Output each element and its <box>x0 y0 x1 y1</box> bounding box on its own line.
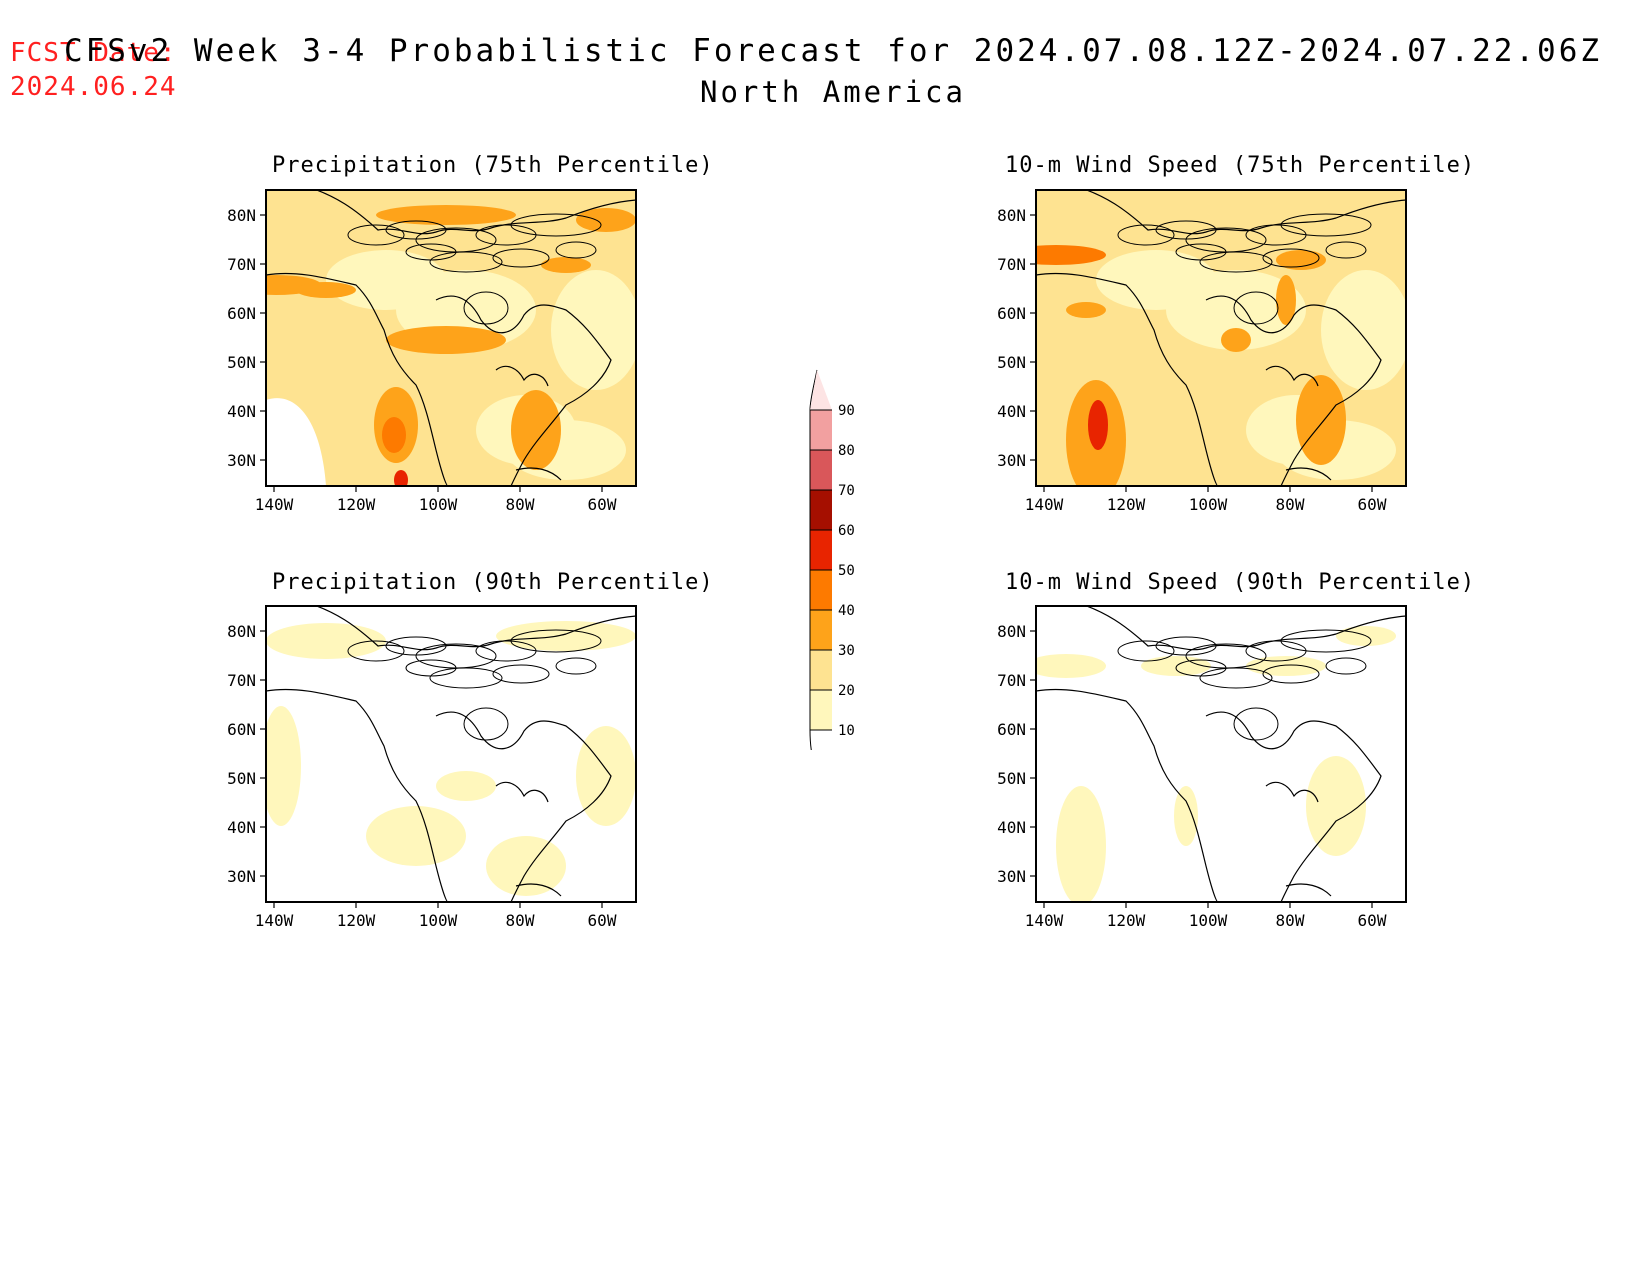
colorbar-level-label: 60 <box>838 523 855 539</box>
lon-tick-label: 120W <box>1107 911 1146 930</box>
lat-tick-label: 40N <box>997 818 1026 837</box>
colorbar-level-label: 80 <box>838 443 855 459</box>
map-wind-75: 80N 70N 60N 50N 40N 30N 140W 120W 100W 80W 60W <box>980 189 1420 520</box>
colorbar-level-label: 40 <box>838 603 855 619</box>
lat-tick-label: 70N <box>997 255 1026 274</box>
lon-tick-label: 100W <box>1189 911 1228 930</box>
map-precip-90: 80N 70N 60N 50N 40N 30N 140W 120W 100W 80W 60W <box>210 605 650 936</box>
lon-tick-label: 100W <box>1189 495 1228 514</box>
lat-tick-label: 50N <box>997 353 1026 372</box>
panel-title-precip-90: Precipitation (90th Percentile) <box>272 570 714 595</box>
main-title: CFSv2 Week 3-4 Probabilistic Forecast fo… <box>63 33 1603 69</box>
lon-tick-label: 100W <box>419 911 458 930</box>
colorbar-top-arc <box>809 369 818 411</box>
lat-tick-label: 40N <box>997 402 1026 421</box>
lon-tick-label: 140W <box>1025 495 1064 514</box>
lon-tick-label: 140W <box>1025 911 1064 930</box>
lat-tick-label: 30N <box>227 451 256 470</box>
lat-tick-label: 70N <box>227 671 256 690</box>
forecast-date-block: FCST Date: 2024.06.24 <box>10 36 177 104</box>
lon-tick-label: 60W <box>1358 495 1387 514</box>
map-precip-75: 80N 70N 60N 50N 40N 30N 140W 120W 100W 80W 60W <box>210 189 650 520</box>
lon-tick-label: 80W <box>1276 911 1305 930</box>
colorbar-bottom-arc <box>809 729 818 771</box>
forecast-field <box>1036 606 1406 902</box>
colorbar-level-label: 10 <box>838 723 855 739</box>
map-wind-90: 80N 70N 60N 50N 40N 30N 140W 120W 100W 80W 60W <box>980 605 1420 936</box>
lat-tick-label: 80N <box>997 206 1026 225</box>
forecast-field <box>266 606 636 902</box>
lat-tick-label: 50N <box>227 353 256 372</box>
lat-tick-label: 80N <box>227 206 256 225</box>
lat-tick-label: 30N <box>997 451 1026 470</box>
lon-tick-label: 60W <box>588 911 617 930</box>
colorbar-level-label: 90 <box>838 403 855 419</box>
colorbar-swatch-top <box>810 370 832 410</box>
lat-tick-label: 60N <box>997 304 1026 323</box>
lat-tick-label: 30N <box>997 867 1026 886</box>
lat-tick-label: 70N <box>227 255 256 274</box>
lon-tick-label: 100W <box>419 495 458 514</box>
lon-tick-label: 120W <box>337 495 376 514</box>
colorbar-swatch <box>810 690 832 730</box>
colorbar: 90 80 70 60 50 40 30 20 10 <box>800 330 860 771</box>
lon-tick-label: 140W <box>255 911 294 930</box>
lon-tick-label: 60W <box>1358 911 1387 930</box>
lat-tick-label: 80N <box>997 622 1026 641</box>
lat-tick-label: 40N <box>227 402 256 421</box>
colorbar-swatch <box>810 530 832 570</box>
page-title: CFSv2 Week 3-4 Probabilistic Forecast fo… <box>0 33 1650 109</box>
lon-tick-label: 120W <box>1107 495 1146 514</box>
lat-tick-label: 60N <box>227 720 256 739</box>
colorbar-swatch <box>810 650 832 690</box>
forecast-date-label: FCST Date: <box>10 38 177 68</box>
lat-tick-label: 60N <box>227 304 256 323</box>
lat-tick-label: 30N <box>227 867 256 886</box>
forecast-date-value: 2024.06.24 <box>10 72 177 102</box>
lon-tick-label: 60W <box>588 495 617 514</box>
lat-tick-label: 40N <box>227 818 256 837</box>
colorbar-level-label: 20 <box>838 683 855 699</box>
lat-tick-label: 70N <box>997 671 1026 690</box>
colorbar-level-label: 50 <box>838 563 855 579</box>
lat-tick-label: 50N <box>997 769 1026 788</box>
colorbar-level-label: 70 <box>838 483 855 499</box>
colorbar-swatch <box>810 490 832 530</box>
lon-tick-label: 80W <box>506 495 535 514</box>
panel-title-wind-75: 10-m Wind Speed (75th Percentile) <box>1005 153 1476 178</box>
colorbar-swatch <box>810 410 832 450</box>
lat-tick-label: 80N <box>227 622 256 641</box>
lon-tick-label: 120W <box>337 911 376 930</box>
lon-tick-label: 80W <box>506 911 535 930</box>
lat-tick-label: 60N <box>997 720 1026 739</box>
colorbar-level-label: 30 <box>838 643 855 659</box>
lat-tick-label: 50N <box>227 769 256 788</box>
colorbar-swatch <box>810 610 832 650</box>
lon-tick-label: 80W <box>1276 495 1305 514</box>
forecast-field <box>1036 190 1406 486</box>
forecast-field <box>266 190 636 486</box>
panel-title-wind-90: 10-m Wind Speed (90th Percentile) <box>1005 570 1476 595</box>
lon-tick-label: 140W <box>255 495 294 514</box>
colorbar-swatch <box>810 450 832 490</box>
panel-title-precip-75: Precipitation (75th Percentile) <box>272 153 714 178</box>
colorbar-swatch <box>810 570 832 610</box>
region-title: North America <box>700 75 966 109</box>
